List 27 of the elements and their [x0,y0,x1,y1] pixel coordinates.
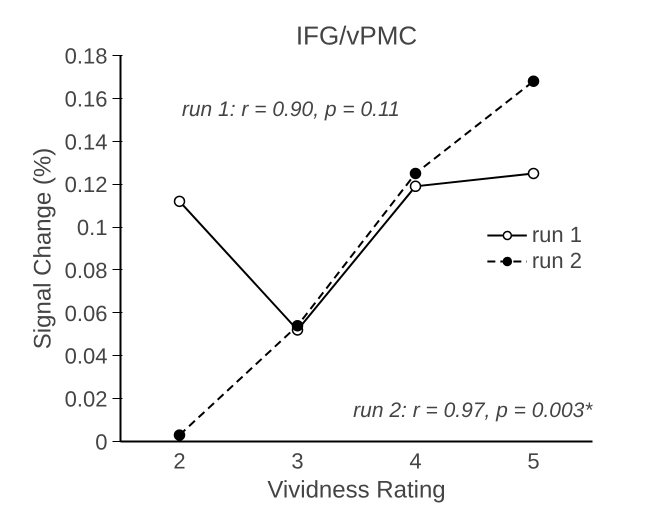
y-tick-label: 0.08 [64,258,108,283]
x-axis-title: Vividness Rating [267,476,446,504]
legend-label: run 2 [532,248,582,274]
point [410,180,422,192]
y-tick-label: 0.14 [64,129,108,154]
point [528,168,540,180]
chart-title: IFG/vPMC [296,20,418,50]
y-tick-label: 0.02 [64,386,108,412]
y-tick-label: 0.16 [64,86,108,112]
y-tick-label: 0.18 [64,44,108,68]
x-tick-label: 5 [527,448,540,474]
y-tick-label: 0.12 [64,172,108,198]
point [528,75,540,87]
x-tick-label: 4 [409,448,422,474]
y-tick-label: 0.06 [64,300,108,326]
x-tick-label: 2 [173,448,186,474]
point [410,168,422,180]
annotation: run 1: r = 0.90, p = 0.11 [182,98,400,122]
x-tick-label: 3 [291,448,304,474]
point [174,196,186,208]
legend-label: run 1 [532,222,582,248]
point [174,429,186,441]
y-axis-title: Signal Change (%) [30,148,57,350]
y-tick-label: 0 [95,430,108,454]
y-tick-label: 0.04 [64,344,108,369]
y-tick-label: 0.1 [76,215,108,240]
point [292,320,304,332]
